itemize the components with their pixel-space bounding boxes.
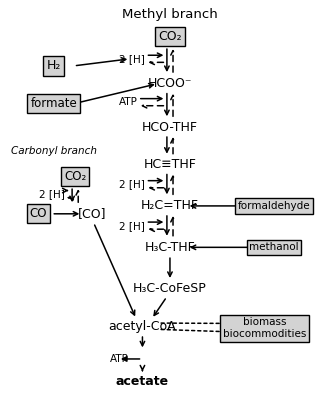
Text: methanol: methanol (249, 242, 299, 252)
Text: [CO]: [CO] (78, 207, 106, 220)
Text: biomass
biocommodities: biomass biocommodities (223, 317, 307, 339)
Text: CO₂: CO₂ (158, 30, 182, 43)
Text: 2 [H]: 2 [H] (39, 189, 65, 199)
Text: Methyl branch: Methyl branch (122, 8, 218, 21)
Text: acetyl-CoA: acetyl-CoA (108, 320, 176, 333)
Text: 2 [H]: 2 [H] (119, 179, 145, 189)
Text: CO₂: CO₂ (64, 170, 86, 183)
Text: CO: CO (30, 207, 47, 220)
Text: acetate: acetate (116, 375, 169, 388)
Text: H₂: H₂ (47, 59, 61, 72)
Text: H₃C-THF: H₃C-THF (144, 241, 195, 254)
Text: HC≡THF: HC≡THF (143, 158, 196, 171)
Text: H₂C=THF: H₂C=THF (141, 200, 199, 212)
Text: formate: formate (30, 97, 77, 110)
Text: formaldehyde: formaldehyde (238, 201, 310, 211)
Text: ATP: ATP (110, 354, 129, 364)
Text: 2 [H]: 2 [H] (119, 54, 145, 64)
Text: HCOO⁻: HCOO⁻ (148, 77, 192, 90)
Text: H₃C-CoFeSP: H₃C-CoFeSP (133, 282, 207, 295)
Text: 2 [H]: 2 [H] (119, 221, 145, 231)
Text: Carbonyl branch: Carbonyl branch (11, 146, 97, 156)
Text: ATP: ATP (119, 97, 138, 107)
Text: HCO-THF: HCO-THF (142, 120, 198, 134)
